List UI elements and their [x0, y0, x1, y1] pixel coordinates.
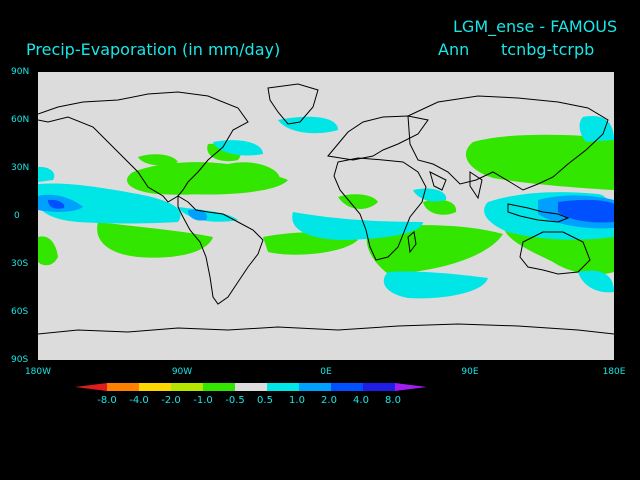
- colorbar-box-3: [139, 383, 171, 391]
- period-label: Ann: [438, 40, 470, 59]
- colorbar: [75, 383, 426, 391]
- colorbar-box-8: [299, 383, 331, 391]
- colorbar-box-6: [235, 383, 267, 391]
- colorbar-label-2: -4.0: [129, 395, 149, 406]
- lat-label-90n: 90N: [11, 67, 30, 77]
- colorbar-box-2: [107, 383, 139, 391]
- lon-label-90w: 90W: [171, 367, 193, 377]
- colorbar-box-9: [331, 383, 363, 391]
- colorbar-label-10: 8.0: [385, 395, 401, 406]
- variable-title: Precip-Evaporation (in mm/day): [26, 40, 281, 59]
- cyan-anomaly-regions: [38, 116, 614, 299]
- colorbar-box-10: [363, 383, 395, 391]
- colorbar-label-4: -1.0: [193, 395, 213, 406]
- lon-label-180e: 180E: [602, 367, 626, 377]
- colorbar-label-3: -2.0: [161, 395, 181, 406]
- colorbar-boxes: [75, 383, 426, 391]
- colorbar-box-4: [171, 383, 203, 391]
- colorbar-label-7: 1.0: [289, 395, 305, 406]
- colorbar-label-5: -0.5: [225, 395, 245, 406]
- lon-label-0e: 0E: [320, 367, 332, 377]
- lat-label-eq: 0: [14, 211, 20, 221]
- colorbar-box-7: [267, 383, 299, 391]
- lat-label-30s: 30S: [11, 259, 29, 269]
- lon-label-90e: 90E: [461, 367, 479, 377]
- lat-label-60n: 60N: [11, 115, 30, 125]
- lat-label-60s: 60S: [11, 307, 29, 317]
- lon-label-180w: 180W: [24, 367, 52, 377]
- colorbar-label-8: 2.0: [321, 395, 337, 406]
- colorbar-label-9: 4.0: [353, 395, 369, 406]
- coastlines: [38, 83, 614, 335]
- darkblue-anomaly-regions: [48, 199, 614, 223]
- lat-label-30n: 30N: [11, 163, 30, 173]
- lat-label-90s: 90S: [11, 355, 29, 365]
- colorbar-box-11: [395, 383, 426, 391]
- colorbar-label-1: -8.0: [97, 395, 117, 406]
- experiment-label: tcnbg-tcrpb: [501, 40, 595, 59]
- colorbar-box-5: [203, 383, 235, 391]
- precip-evap-map: [38, 72, 614, 360]
- colorbar-label-6: 0.5: [257, 395, 273, 406]
- colorbar-box-1: [75, 383, 107, 391]
- model-title: LGM_ense - FAMOUS: [453, 17, 618, 36]
